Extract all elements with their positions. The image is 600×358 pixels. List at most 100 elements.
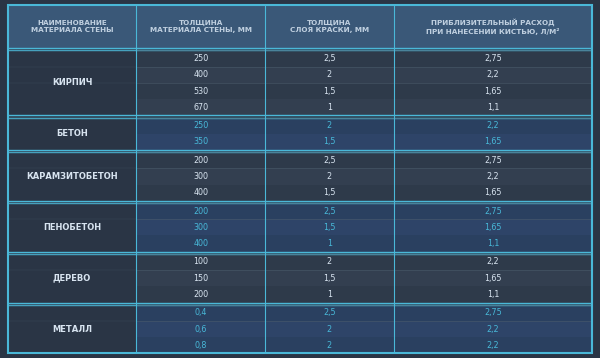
Text: 350: 350: [193, 137, 208, 146]
Text: 300: 300: [193, 223, 208, 232]
Bar: [394, 83, 592, 99]
Bar: [136, 185, 265, 201]
Bar: [136, 286, 265, 303]
Text: 200: 200: [193, 290, 208, 299]
Bar: [394, 50, 592, 67]
Bar: [8, 254, 136, 303]
Bar: [265, 219, 394, 236]
Text: 1: 1: [327, 103, 332, 112]
Text: 1,65: 1,65: [484, 87, 502, 96]
Bar: [394, 152, 592, 168]
Text: 0,6: 0,6: [194, 324, 207, 334]
Bar: [8, 203, 136, 252]
Text: 2: 2: [326, 172, 332, 181]
Text: 1,65: 1,65: [484, 188, 502, 197]
Text: 2,2: 2,2: [487, 172, 499, 181]
Text: ТОЛЩИНА
СЛОЯ КРАСКИ, ММ: ТОЛЩИНА СЛОЯ КРАСКИ, ММ: [290, 20, 369, 33]
Text: 400: 400: [193, 188, 208, 197]
Bar: [136, 134, 265, 150]
Text: 2,2: 2,2: [487, 341, 499, 350]
Text: 2,75: 2,75: [484, 308, 502, 317]
Text: 2: 2: [326, 257, 332, 266]
Text: 2: 2: [326, 70, 332, 79]
Text: 1,65: 1,65: [484, 223, 502, 232]
Bar: [265, 321, 394, 337]
Bar: [265, 203, 394, 219]
Bar: [265, 305, 394, 321]
Text: 2: 2: [326, 121, 332, 130]
Bar: [394, 67, 592, 83]
Text: 2,2: 2,2: [487, 121, 499, 130]
Bar: [136, 67, 265, 83]
Text: БЕТОН: БЕТОН: [56, 129, 88, 138]
Text: 2,75: 2,75: [484, 54, 502, 63]
Bar: [394, 236, 592, 252]
Text: 2,5: 2,5: [323, 207, 335, 216]
Bar: [265, 134, 394, 150]
Bar: [394, 168, 592, 185]
Text: 2,2: 2,2: [487, 70, 499, 79]
Bar: [394, 203, 592, 219]
Bar: [394, 270, 592, 286]
Text: 1,1: 1,1: [487, 239, 499, 248]
Text: МЕТАЛЛ: МЕТАЛЛ: [52, 324, 92, 334]
Text: 1,1: 1,1: [487, 290, 499, 299]
Text: 2,2: 2,2: [487, 324, 499, 334]
Text: 1,5: 1,5: [323, 274, 335, 283]
Bar: [394, 219, 592, 236]
Text: 400: 400: [193, 239, 208, 248]
Bar: [394, 286, 592, 303]
Text: ПЕНОБЕТОН: ПЕНОБЕТОН: [43, 223, 101, 232]
Text: 250: 250: [193, 54, 208, 63]
Bar: [8, 305, 136, 353]
Text: 100: 100: [193, 257, 208, 266]
Text: 1,5: 1,5: [323, 223, 335, 232]
Bar: [394, 99, 592, 115]
Bar: [136, 236, 265, 252]
Text: 2,2: 2,2: [487, 257, 499, 266]
Text: 1,5: 1,5: [323, 137, 335, 146]
Bar: [8, 152, 136, 201]
Bar: [136, 203, 265, 219]
Text: 530: 530: [193, 87, 208, 96]
Text: ДЕРЕВО: ДЕРЕВО: [53, 274, 91, 283]
Bar: [394, 134, 592, 150]
Text: 150: 150: [193, 274, 208, 283]
Bar: [394, 254, 592, 270]
Text: 0,4: 0,4: [194, 308, 207, 317]
Bar: [136, 117, 265, 134]
Bar: [136, 83, 265, 99]
Text: 2: 2: [326, 341, 332, 350]
Bar: [265, 270, 394, 286]
Bar: [394, 337, 592, 353]
Bar: [265, 236, 394, 252]
Text: ПРИБЛИЗИТЕЛЬНЫЙ РАСХОД
ПРИ НАНЕСЕНИИ КИСТЬЮ, Л/М²: ПРИБЛИЗИТЕЛЬНЫЙ РАСХОД ПРИ НАНЕСЕНИИ КИС…: [426, 18, 560, 35]
Bar: [8, 50, 136, 115]
Bar: [136, 270, 265, 286]
Bar: [265, 337, 394, 353]
Bar: [265, 185, 394, 201]
Bar: [136, 152, 265, 168]
Text: 200: 200: [193, 156, 208, 165]
Bar: [265, 286, 394, 303]
Text: 2,75: 2,75: [484, 207, 502, 216]
Bar: [265, 254, 394, 270]
Text: 1,65: 1,65: [484, 137, 502, 146]
Text: 0,8: 0,8: [194, 341, 207, 350]
Bar: [265, 83, 394, 99]
Bar: [136, 219, 265, 236]
Text: 2: 2: [326, 324, 332, 334]
Text: КАРАМЗИТОБЕТОН: КАРАМЗИТОБЕТОН: [26, 172, 118, 181]
Bar: [394, 305, 592, 321]
Text: 670: 670: [193, 103, 208, 112]
Bar: [394, 185, 592, 201]
Text: 1,5: 1,5: [323, 87, 335, 96]
Text: 2,5: 2,5: [323, 156, 335, 165]
Text: 1,65: 1,65: [484, 274, 502, 283]
Text: 1,1: 1,1: [487, 103, 499, 112]
Text: НАИМЕНОВАНИЕ
МАТЕРИАЛА СТЕНЫ: НАИМЕНОВАНИЕ МАТЕРИАЛА СТЕНЫ: [31, 20, 113, 33]
Text: 200: 200: [193, 207, 208, 216]
Bar: [265, 168, 394, 185]
Bar: [394, 117, 592, 134]
Bar: [136, 168, 265, 185]
